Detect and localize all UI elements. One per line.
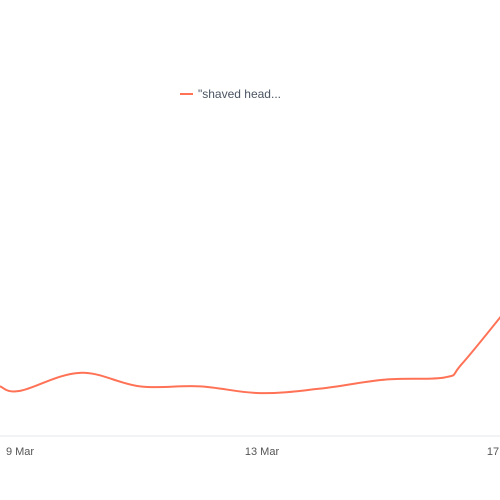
x-tick-label: 9 Mar (6, 446, 34, 458)
legend[interactable]: "shaved head... (180, 87, 281, 101)
legend-label: "shaved head... (198, 87, 281, 101)
series-line[interactable] (0, 305, 500, 395)
x-axis-ticks: 9 Mar 13 Mar 17 (6, 446, 499, 458)
x-tick-label: 13 Mar (245, 446, 280, 458)
series-layer (0, 305, 500, 395)
x-tick-label: 17 (487, 446, 499, 458)
